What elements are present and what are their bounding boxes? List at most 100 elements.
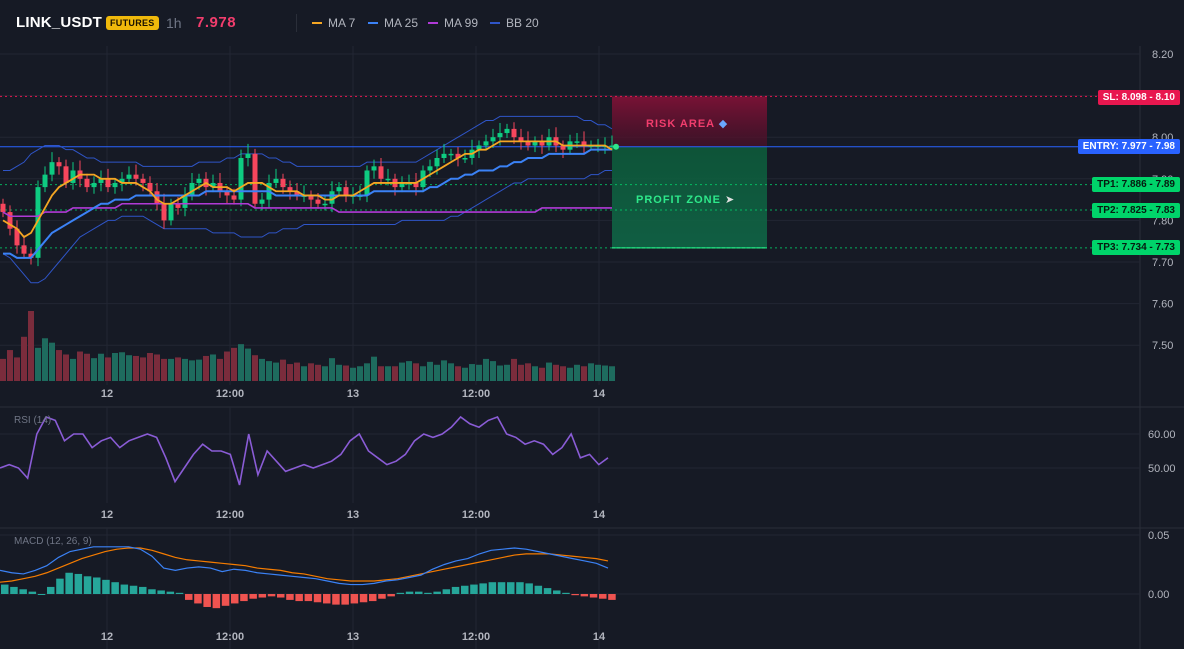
bb-upper-line — [3, 115, 613, 171]
volume-bar — [35, 347, 41, 381]
candle — [427, 166, 433, 171]
candle — [63, 166, 69, 183]
profit-zone — [612, 146, 767, 248]
macd-histogram-bar — [166, 591, 175, 594]
candle — [175, 203, 181, 208]
macd-histogram-bar — [139, 586, 147, 594]
volume-bar — [217, 358, 223, 381]
volume-bar — [574, 364, 580, 381]
rsi-title: RSI (14) — [14, 415, 52, 426]
macd-histogram-bar — [65, 572, 73, 594]
tp1-tag: TP1: 7.886 - 7.89 — [1092, 177, 1180, 192]
volume-bar — [490, 361, 496, 381]
time-tick-label: 12:00 — [216, 631, 244, 643]
ma25-swatch — [368, 22, 378, 24]
candle — [483, 141, 489, 146]
volume-bar — [266, 361, 272, 381]
profit-zone-text: PROFIT ZONE — [636, 194, 721, 206]
candle — [315, 199, 321, 204]
macd-histogram-bar — [47, 586, 55, 594]
candle — [511, 128, 517, 138]
tp2-tag: TP2: 7.825 - 7.83 — [1092, 203, 1180, 218]
macd-histogram-bar — [267, 594, 276, 597]
volume-bar — [504, 364, 510, 381]
macd-histogram-bar — [470, 584, 478, 594]
candle — [42, 174, 48, 188]
macd-histogram-bar — [37, 594, 46, 595]
candle — [35, 187, 41, 258]
candle — [28, 253, 34, 258]
time-tick-label: 13 — [347, 631, 359, 643]
candle — [399, 182, 405, 188]
volume-bar — [273, 362, 279, 381]
price-tick-label: 7.80 — [1152, 215, 1173, 227]
candle — [49, 162, 55, 175]
time-tick-label: 14 — [593, 509, 606, 521]
ma99-swatch — [428, 22, 438, 24]
volume-bar — [252, 355, 258, 381]
candle — [196, 178, 202, 183]
symbol-name[interactable]: LINK_USDT — [16, 14, 102, 31]
macd-histogram-bar — [415, 591, 423, 594]
volume-bar — [588, 363, 594, 381]
legend-ma25[interactable]: MA 25 — [368, 16, 418, 30]
legend-ma99[interactable]: MA 99 — [428, 16, 478, 30]
timeframe-label[interactable]: 1h — [166, 15, 182, 31]
volume-bar — [0, 358, 6, 381]
macd-histogram-bar — [350, 594, 359, 604]
candle — [21, 245, 27, 254]
macd-signal-line — [0, 547, 609, 583]
macd-histogram-bar — [433, 591, 441, 594]
volume-bar — [371, 356, 377, 381]
legend-label: BB 20 — [506, 16, 539, 30]
candle — [245, 153, 251, 158]
header-divider — [296, 14, 297, 32]
risk-area-text: RISK AREA — [646, 118, 715, 130]
candle — [133, 174, 139, 179]
candle — [189, 182, 195, 196]
volume-bar — [385, 366, 391, 381]
candle — [525, 141, 531, 146]
macd-histogram-bar — [157, 590, 165, 594]
entry-tag: ENTRY: 7.977 - 7.98 — [1077, 139, 1180, 154]
candle — [91, 182, 97, 188]
candle — [140, 178, 146, 183]
macd-histogram-bar — [488, 582, 497, 594]
volume-bar — [112, 353, 118, 381]
candle — [224, 191, 230, 196]
candle — [371, 166, 377, 171]
candle — [497, 133, 503, 138]
volume-bar — [14, 357, 20, 381]
candle — [98, 178, 104, 183]
volume-bar — [224, 351, 230, 381]
macd-histogram-bar — [451, 586, 460, 594]
macd-histogram-bar — [1, 584, 9, 594]
candle — [504, 128, 510, 134]
volume-bar — [63, 354, 69, 381]
macd-histogram-bar — [93, 577, 101, 594]
time-tick-label: 12 — [101, 631, 113, 643]
volume-bar — [140, 357, 146, 381]
profit-zone-label: PROFIT ZONE ➤ — [636, 193, 735, 206]
volume-bar — [511, 358, 517, 381]
candle — [476, 145, 482, 150]
volume-bar — [231, 347, 237, 381]
legend-bb20[interactable]: BB 20 — [490, 16, 539, 30]
time-tick-label: 14 — [593, 388, 606, 400]
legend-ma7[interactable]: MA 7 — [312, 16, 355, 30]
candle — [343, 187, 349, 196]
macd-histogram-bar — [534, 585, 543, 594]
volume-bar — [462, 367, 468, 381]
candle — [455, 153, 461, 158]
volume-bar — [98, 353, 104, 381]
volume-bar — [336, 364, 342, 381]
volume-bar — [602, 365, 608, 381]
candle — [287, 187, 293, 192]
macd-histogram-bar — [19, 589, 27, 594]
macd-title: MACD (12, 26, 9) — [14, 536, 92, 547]
volume-bar — [560, 366, 566, 381]
volume-bar — [91, 358, 97, 381]
macd-histogram-bar — [608, 594, 616, 600]
entry-marker — [613, 143, 619, 150]
